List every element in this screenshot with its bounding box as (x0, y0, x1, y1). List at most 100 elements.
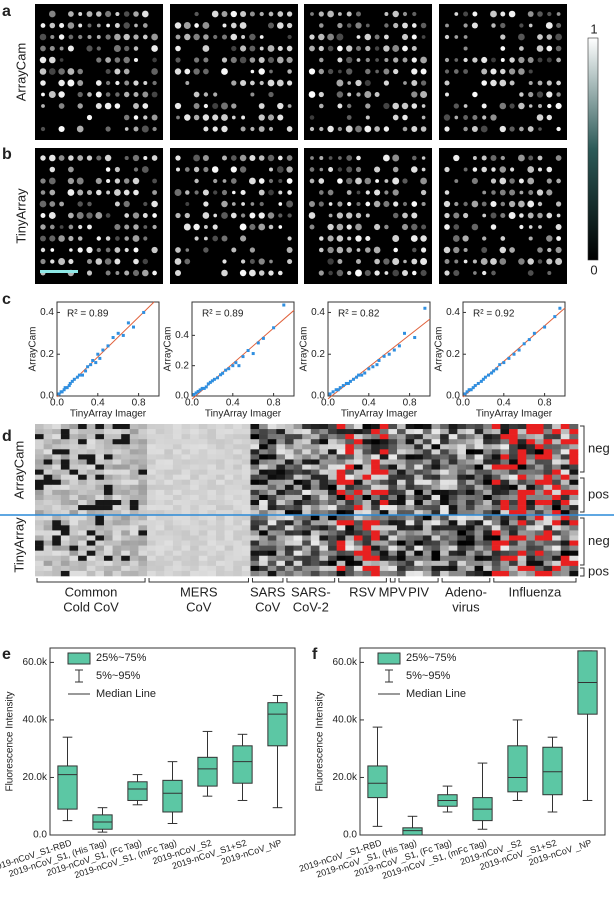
heatmap-cell (198, 510, 208, 516)
heatmap-cell (198, 550, 208, 557)
heatmap-cell (569, 510, 579, 516)
heatmap-cell (440, 434, 450, 440)
heatmap-cell (52, 494, 62, 501)
spot (133, 34, 139, 40)
heatmap-cell (293, 570, 303, 577)
heatmap-cell (302, 429, 312, 435)
heatmap-cell (500, 424, 510, 430)
heatmap-cell (310, 464, 320, 470)
heatmap-cell (509, 555, 518, 562)
spot (40, 235, 46, 242)
heatmap-cell (181, 439, 191, 445)
heatmap-cell (181, 484, 191, 491)
heatmap-cell (198, 469, 208, 475)
heatmap-cell (95, 520, 105, 526)
heatmap-cell (483, 439, 493, 445)
heatmap-cell (155, 545, 165, 551)
spot (499, 189, 506, 196)
heatmap-cell (569, 474, 579, 481)
heatmap-cell (345, 469, 355, 475)
heatmap-cell (207, 459, 217, 465)
heatmap-cell (52, 439, 62, 445)
spot (509, 57, 515, 63)
heatmap-cell (491, 570, 501, 577)
spot (364, 91, 372, 98)
heatmap-cell (138, 555, 148, 562)
heatmap-cell (207, 439, 217, 445)
heatmap-cell (224, 424, 234, 430)
spot (471, 223, 479, 231)
heatmap-cell (43, 424, 53, 430)
heatmap-cell (112, 464, 122, 470)
spot (490, 68, 497, 75)
heatmap-cell (293, 479, 303, 486)
spot (327, 45, 334, 52)
heatmap-cell (121, 540, 131, 546)
spot (230, 155, 237, 161)
heatmap-cell (517, 540, 527, 546)
heatmap-cell (293, 459, 303, 465)
heatmap-cell (500, 474, 510, 481)
spot (472, 114, 478, 121)
heatmap-cell (78, 550, 88, 557)
annotation: R² = 0.82 (338, 309, 380, 320)
heatmap-cell (35, 510, 44, 516)
spot (517, 154, 525, 162)
heatmap-cell (207, 525, 217, 531)
heatmap-cell (112, 515, 122, 521)
heatmap-cell (457, 535, 467, 541)
heatmap-cell (569, 520, 579, 526)
heatmap-cell (164, 510, 174, 516)
heatmap-cell (190, 570, 200, 577)
heatmap-cell (474, 545, 484, 551)
heatmap-cell (517, 525, 527, 531)
spot (445, 92, 449, 97)
group-label: MPV (379, 584, 408, 599)
heatmap-cell (543, 535, 553, 541)
heatmap-cell (509, 515, 518, 521)
heatmap-cell (78, 560, 88, 567)
heatmap-cell (293, 449, 303, 455)
heatmap-cell (78, 530, 88, 536)
heatmap-cell (293, 484, 303, 491)
heatmap-cell (328, 560, 337, 567)
spot (482, 190, 487, 195)
heatmap-cell (138, 570, 148, 577)
heatmap-cell (198, 474, 208, 481)
spot (258, 189, 265, 196)
heatmap-cell (224, 459, 234, 465)
heatmap-cell (95, 474, 105, 481)
heatmap-cell (388, 489, 398, 496)
spot (556, 57, 561, 63)
heatmap-cell (52, 545, 62, 551)
heatmap-cell (276, 510, 286, 516)
heatmap-cell (250, 525, 260, 531)
spot (58, 34, 65, 40)
heatmap-cell (526, 520, 536, 526)
spot (546, 178, 552, 184)
spot (528, 236, 533, 241)
spot (134, 23, 138, 28)
heatmap-cell (52, 555, 62, 562)
spot (77, 155, 84, 161)
spot (123, 200, 130, 208)
heatmap-cell (414, 494, 424, 501)
heatmap-cell (379, 570, 389, 577)
spot (287, 69, 292, 74)
spot (184, 258, 191, 265)
spot (328, 156, 333, 160)
spot (86, 114, 93, 121)
spot (327, 258, 334, 265)
spot (124, 155, 129, 161)
spot (231, 45, 237, 52)
point (126, 321, 130, 325)
heatmap-cell (431, 479, 441, 486)
heatmap-cell (560, 535, 570, 541)
spot (490, 258, 497, 265)
heatmap-cell (440, 454, 450, 460)
heatmap-cell (414, 525, 424, 531)
heatmap-cell (35, 434, 44, 440)
heatmap-cell (284, 550, 294, 557)
heatmap-cell (371, 454, 381, 460)
heatmap-cell (241, 449, 251, 455)
